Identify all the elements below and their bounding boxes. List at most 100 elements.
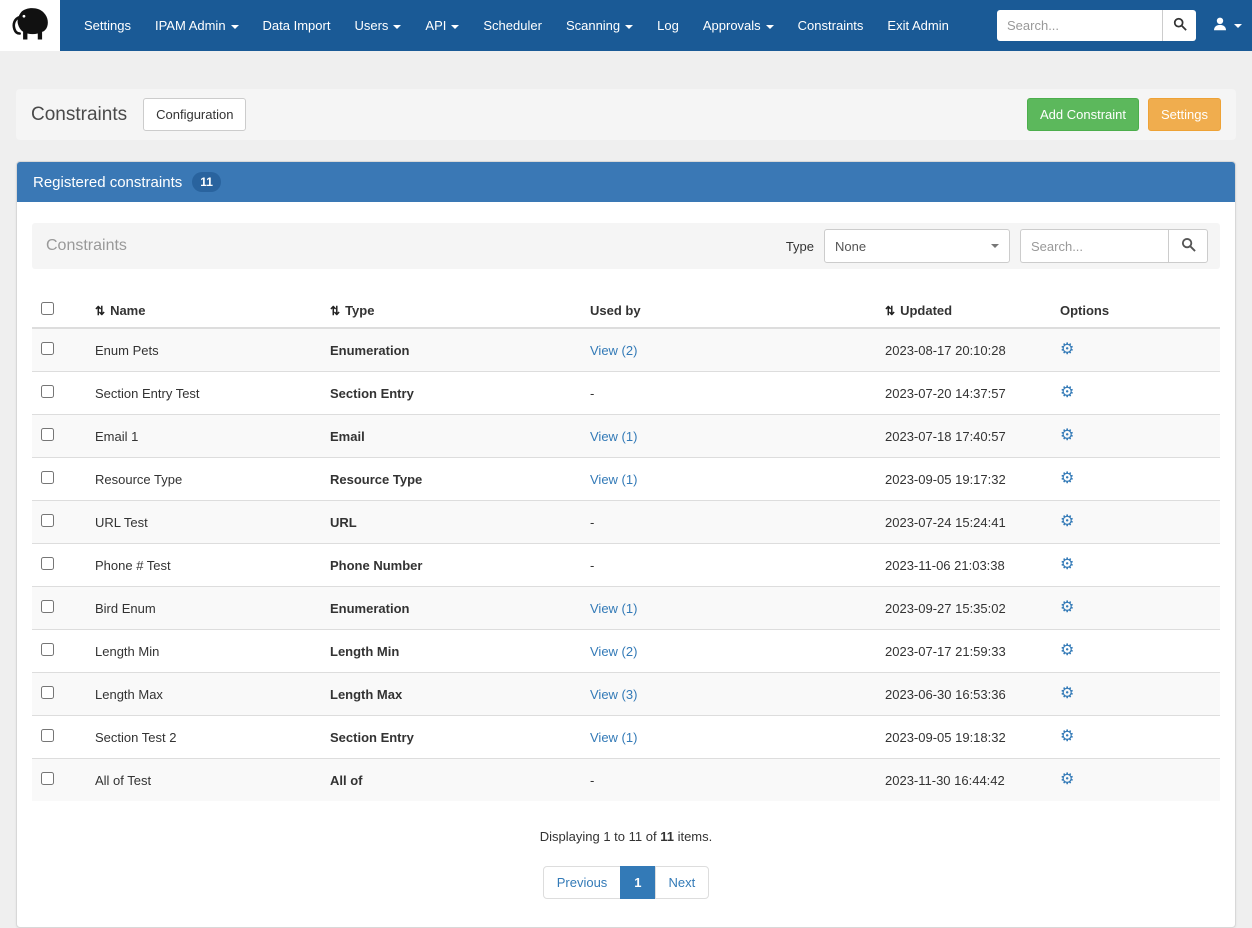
row-checkbox[interactable] bbox=[41, 729, 54, 742]
row-checkbox[interactable] bbox=[41, 428, 54, 441]
row-checkbox[interactable] bbox=[41, 385, 54, 398]
constraint-name: URL Test bbox=[95, 514, 148, 530]
type-filter-select[interactable]: None bbox=[824, 229, 1010, 263]
nav-item-settings[interactable]: Settings bbox=[76, 10, 139, 41]
constraint-type: Length Max bbox=[330, 686, 403, 702]
navbar-search-input[interactable] bbox=[997, 10, 1162, 41]
table-row: Email 1 Email View (1) 2023-07-18 17:40:57 ⚙ bbox=[32, 414, 1220, 458]
gear-icon[interactable]: ⚙ bbox=[1060, 513, 1075, 530]
pagination-next-button[interactable]: Next bbox=[654, 866, 710, 899]
row-checkbox[interactable] bbox=[41, 557, 54, 570]
used-by-link[interactable]: View (1) bbox=[590, 600, 638, 616]
table-row: URL Test URL - 2023-07-24 15:24:41 ⚙ bbox=[32, 500, 1220, 544]
toolbar-right: Type None bbox=[786, 229, 1208, 263]
sort-icon: ⇅ bbox=[95, 303, 106, 318]
table-search-input[interactable] bbox=[1020, 229, 1168, 263]
constraint-type: Length Min bbox=[330, 643, 400, 659]
navbar-search-button[interactable] bbox=[1162, 10, 1196, 41]
used-by-link[interactable]: View (1) bbox=[590, 428, 638, 444]
gear-icon[interactable]: ⚙ bbox=[1060, 685, 1075, 702]
column-header-name[interactable]: ⇅ Name bbox=[87, 293, 322, 329]
table-row: Section Entry Test Section Entry - 2023-07-… bbox=[32, 371, 1220, 415]
updated-timestamp: 2023-07-24 15:24:41 bbox=[885, 514, 1006, 530]
count-badge: 11 bbox=[192, 172, 221, 192]
pagination-page-1-button[interactable]: 1 bbox=[620, 866, 656, 899]
used-by-link[interactable]: View (1) bbox=[590, 471, 638, 487]
used-by-link[interactable]: View (2) bbox=[590, 342, 638, 358]
nav-item-label: Users bbox=[354, 18, 389, 33]
nav-item-ipam-admin[interactable]: IPAM Admin bbox=[147, 10, 247, 41]
table-toolbar: Constraints Type None bbox=[32, 223, 1220, 269]
column-header-updated[interactable]: ⇅ Updated bbox=[877, 293, 1052, 329]
settings-button[interactable]: Settings bbox=[1148, 98, 1221, 131]
constraint-type: Section Entry bbox=[330, 385, 414, 401]
row-checkbox[interactable] bbox=[41, 514, 54, 527]
row-checkbox[interactable] bbox=[41, 600, 54, 613]
nav-item-label: Scheduler bbox=[483, 18, 542, 33]
nav-item-data-import[interactable]: Data Import bbox=[255, 10, 339, 41]
nav-item-constraints[interactable]: Constraints bbox=[790, 10, 872, 41]
sort-icon: ⇅ bbox=[885, 303, 896, 318]
table-search-button[interactable] bbox=[1168, 229, 1208, 263]
row-checkbox[interactable] bbox=[41, 772, 54, 785]
gear-icon[interactable]: ⚙ bbox=[1060, 599, 1075, 616]
constraint-type: Phone Number bbox=[330, 557, 423, 573]
used-by-link[interactable]: View (1) bbox=[590, 729, 638, 745]
chevron-down-icon bbox=[765, 24, 774, 29]
constraint-name: Resource Type bbox=[95, 471, 183, 487]
nav-item-scanning[interactable]: Scanning bbox=[558, 10, 641, 41]
nav-item-approvals[interactable]: Approvals bbox=[695, 10, 782, 41]
table-header-row: ⇅ Name ⇅ Type Used by ⇅ Updated Options bbox=[32, 293, 1220, 329]
nav-item-label: Exit Admin bbox=[887, 18, 949, 33]
nav-item-log[interactable]: Log bbox=[649, 10, 687, 41]
nav-item-exit-admin[interactable]: Exit Admin bbox=[879, 10, 956, 41]
updated-timestamp: 2023-11-06 21:03:38 bbox=[885, 557, 1005, 573]
gear-icon[interactable]: ⚙ bbox=[1060, 384, 1075, 401]
select-all-checkbox[interactable] bbox=[41, 302, 54, 315]
used-by-link[interactable]: View (3) bbox=[590, 686, 638, 702]
updated-timestamp: 2023-11-30 16:44:42 bbox=[885, 772, 1005, 788]
nav-item-api[interactable]: API bbox=[417, 10, 467, 41]
used-by-link[interactable]: View (2) bbox=[590, 643, 638, 659]
gear-icon[interactable]: ⚙ bbox=[1060, 556, 1075, 573]
updated-timestamp: 2023-07-17 21:59:33 bbox=[885, 643, 1006, 659]
row-checkbox[interactable] bbox=[41, 342, 54, 355]
brand-logo[interactable] bbox=[0, 0, 60, 51]
table-row: Bird Enum Enumeration View (1) 2023-09-27 1… bbox=[32, 586, 1220, 630]
gear-icon[interactable]: ⚙ bbox=[1060, 728, 1075, 745]
gear-icon[interactable]: ⚙ bbox=[1060, 771, 1075, 788]
used-by-empty: - bbox=[590, 514, 595, 530]
nav-item-label: Scanning bbox=[565, 18, 621, 33]
panel-heading: Registered constraints 11 bbox=[17, 162, 1235, 202]
constraint-name: Section Entry Test bbox=[95, 385, 200, 401]
add-constraint-button[interactable]: Add Constraint bbox=[1027, 98, 1140, 131]
row-checkbox[interactable] bbox=[41, 471, 54, 484]
configuration-button[interactable]: Configuration bbox=[143, 98, 247, 131]
used-by-empty: - bbox=[590, 385, 595, 401]
nav-item-users[interactable]: Users bbox=[346, 10, 409, 41]
updated-timestamp: 2023-07-18 17:40:57 bbox=[885, 428, 1006, 444]
nav-item-label: Constraints bbox=[797, 18, 864, 33]
constraint-name: Section Test 2 bbox=[95, 729, 177, 745]
top-navbar: Settings IPAM Admin Data Import Users API Sch… bbox=[0, 0, 1252, 51]
navbar-menu: Settings IPAM Admin Data Import Users API Sch… bbox=[72, 10, 961, 41]
row-checkbox[interactable] bbox=[41, 643, 54, 656]
constraint-type: Section Entry bbox=[330, 729, 414, 745]
constraint-type: Enumeration bbox=[330, 342, 410, 358]
summary-suffix: items. bbox=[673, 829, 713, 844]
nav-item-scheduler[interactable]: Scheduler bbox=[475, 10, 550, 41]
gear-icon[interactable]: ⚙ bbox=[1060, 642, 1075, 659]
page-header: Constraints Configuration Add Constraint… bbox=[16, 89, 1236, 140]
column-header-label: Type bbox=[345, 302, 375, 318]
user-menu[interactable] bbox=[1212, 16, 1242, 35]
column-header-type[interactable]: ⇅ Type bbox=[322, 293, 582, 329]
updated-timestamp: 2023-06-30 16:53:36 bbox=[885, 686, 1006, 702]
column-header-label: Options bbox=[1060, 302, 1110, 318]
used-by-empty: - bbox=[590, 557, 595, 573]
gear-icon[interactable]: ⚙ bbox=[1060, 341, 1075, 358]
gear-icon[interactable]: ⚙ bbox=[1060, 470, 1075, 487]
row-checkbox[interactable] bbox=[41, 686, 54, 699]
pagination-previous-button[interactable]: Previous bbox=[542, 866, 622, 899]
gear-icon[interactable]: ⚙ bbox=[1060, 427, 1075, 444]
column-header-options: Options bbox=[1052, 293, 1220, 329]
